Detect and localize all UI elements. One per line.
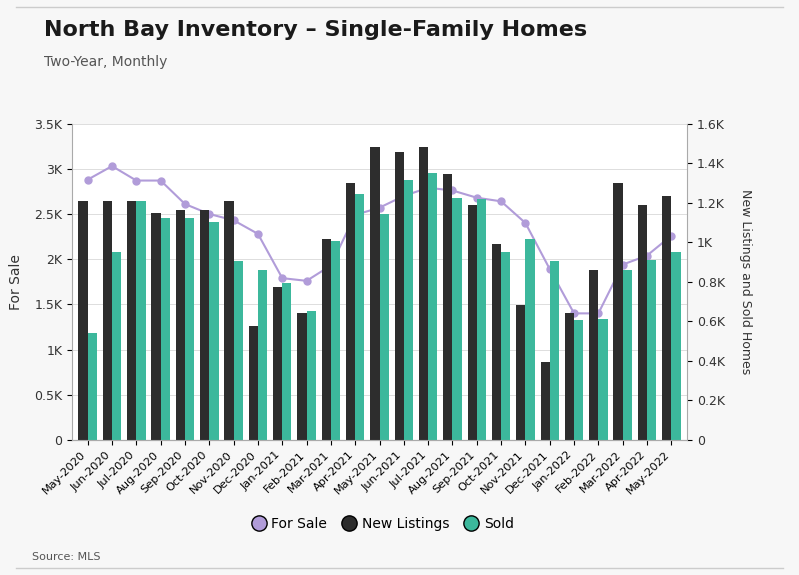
Bar [176,210,185,440]
Bar [467,205,477,440]
Bar [152,213,161,440]
For Sale [156,177,165,184]
Bar [477,199,486,440]
Bar [492,244,501,440]
For Sale [83,176,93,183]
Bar [574,320,583,440]
Text: Source: MLS: Source: MLS [32,553,101,562]
Bar [273,287,282,440]
For Sale [618,261,627,268]
Bar [452,198,462,440]
Bar [112,252,121,440]
For Sale [423,185,433,191]
For Sale [569,310,578,317]
For Sale [132,177,141,184]
Bar [225,201,233,440]
Bar [103,201,112,440]
Bar [346,183,356,440]
For Sale [326,262,336,269]
Bar [307,312,316,440]
Bar [540,362,550,440]
For Sale [253,231,263,237]
Bar [127,201,137,440]
For Sale [351,212,360,218]
For Sale [496,198,506,205]
For Sale [302,277,312,284]
For Sale [447,187,457,194]
Bar [671,252,681,440]
Bar [161,217,170,440]
Bar [428,173,437,440]
For Sale [277,275,287,282]
Bar [258,270,267,440]
For Sale [545,266,555,273]
Bar [526,239,535,440]
Bar [598,319,607,440]
For Sale [521,220,531,227]
For Sale [399,193,408,200]
Bar [78,201,88,440]
Bar [322,239,331,440]
Bar [589,270,598,440]
Y-axis label: For Sale: For Sale [9,254,23,310]
For Sale [472,194,482,201]
Bar [200,210,209,440]
For Sale [642,252,652,259]
Bar [550,261,559,440]
For Sale [666,232,676,239]
Bar [614,183,622,440]
Bar [137,201,145,440]
For Sale [181,201,190,208]
Bar [356,194,364,440]
Bar [233,261,243,440]
Bar [419,147,428,440]
Bar [370,147,380,440]
Y-axis label: New Listings and Sold Homes: New Listings and Sold Homes [739,189,752,374]
Bar [185,217,194,440]
For Sale [594,310,603,317]
Bar [647,260,656,440]
For Sale [375,204,384,211]
Bar [662,196,671,440]
Bar [622,270,632,440]
Bar [380,213,389,440]
Bar [565,313,574,440]
For Sale [229,217,238,224]
Bar [395,152,403,440]
Bar [88,333,97,440]
For Sale [107,163,117,170]
Text: Two-Year, Monthly: Two-Year, Monthly [44,55,167,68]
Bar [209,223,219,440]
Bar [516,305,526,440]
Bar [443,174,452,440]
Bar [282,283,292,440]
Bar [331,242,340,440]
Bar [403,180,413,440]
Bar [297,313,307,440]
Bar [248,326,258,440]
Bar [638,205,647,440]
Legend: For Sale, New Listings, Sold: For Sale, New Listings, Sold [248,511,519,536]
Text: North Bay Inventory – Single-Family Homes: North Bay Inventory – Single-Family Home… [44,20,587,40]
Line: For Sale: For Sale [84,163,675,317]
Bar [501,252,511,440]
For Sale [205,210,214,217]
